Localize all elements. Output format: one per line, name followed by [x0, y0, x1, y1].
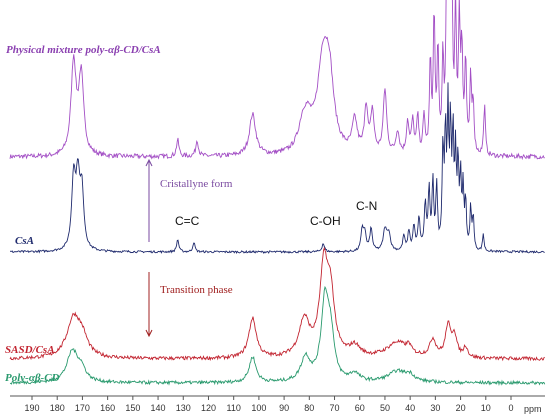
x-tick-label: 40: [405, 403, 415, 413]
spectrum-line-3: [9, 285, 546, 386]
arrow-up: [145, 158, 153, 242]
spectrum-line-1: [9, 82, 545, 255]
x-tick-label: 0: [508, 403, 513, 413]
series-label-csa: CsA: [15, 235, 34, 247]
x-tick-label: 10: [481, 403, 491, 413]
arrow-down: [145, 272, 153, 338]
x-tick-label: 20: [456, 403, 466, 413]
x-tick-label: 150: [125, 403, 140, 413]
x-tick-label: 50: [380, 403, 390, 413]
x-tick-label: 190: [24, 403, 39, 413]
annotation-coh: C-OH: [310, 214, 341, 228]
x-axis: 190 180 170 160 150 140 130 120 110 100 90 80 70 60 50…: [10, 395, 545, 414]
x-tick-label: 160: [100, 403, 115, 413]
x-axis-ticks: 190 180 170 160 150 140 130 120 110 100 90 80 70 60 50…: [24, 396, 514, 413]
x-tick-label: 90: [279, 403, 289, 413]
x-tick-label: 60: [355, 403, 365, 413]
x-tick-label: 30: [430, 403, 440, 413]
x-tick-label: 140: [151, 403, 166, 413]
spectrum-line-0: [9, 0, 545, 161]
x-tick-label: 180: [50, 403, 65, 413]
spectra-group: [9, 0, 546, 386]
x-tick-label: 100: [251, 403, 266, 413]
series-label-poly-cd: Poly-αβ-CD: [5, 372, 60, 384]
x-tick-label: 70: [330, 403, 340, 413]
x-tick-label: 130: [176, 403, 191, 413]
series-label-sasd-csa: SASD/CsA: [5, 344, 55, 356]
annotation-cc: C=C: [175, 214, 200, 228]
spectrum-line-2: [9, 246, 545, 362]
annotation-cristallyne-form: Cristallyne form: [160, 178, 233, 190]
x-tick-label: 170: [75, 403, 90, 413]
annotation-transition-phase: Transition phase: [160, 284, 233, 296]
series-label-physical-mixture: Physical mixture poly-αβ-CD/CsA: [6, 44, 161, 56]
annotation-cn: C-N: [356, 199, 377, 213]
x-tick-label: 120: [201, 403, 216, 413]
x-axis-label: ppm: [524, 404, 542, 414]
x-tick-label: 110: [227, 403, 241, 413]
x-tick-label: 80: [304, 403, 314, 413]
